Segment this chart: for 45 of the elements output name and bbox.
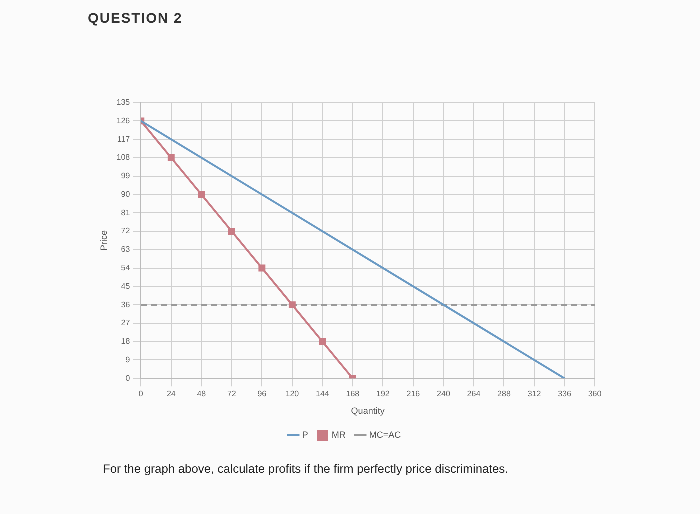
y-tick-label: 126 bbox=[116, 116, 131, 126]
point bbox=[319, 338, 326, 346]
x-tick-label: 312 bbox=[528, 390, 542, 399]
legend-label: P bbox=[302, 430, 308, 440]
y-tick-label: 54 bbox=[121, 263, 131, 272]
x-tick-label: 120 bbox=[286, 390, 300, 399]
x-tick-label: 168 bbox=[346, 390, 360, 399]
y-tick-label: 63 bbox=[121, 245, 131, 254]
chart-title: QUESTION 2 bbox=[88, 10, 183, 26]
x-tick-label: 240 bbox=[437, 390, 451, 399]
x-tick-label: 96 bbox=[258, 390, 268, 399]
x-tick-label: 24 bbox=[166, 390, 176, 399]
y-tick-label: 90 bbox=[121, 190, 131, 199]
y-tick-label: 117 bbox=[117, 134, 131, 144]
x-axis-title: Quantity bbox=[351, 406, 386, 416]
point bbox=[288, 302, 296, 309]
y-tick-label: 27 bbox=[121, 318, 131, 328]
x-tick-label: 288 bbox=[498, 390, 512, 399]
y-tick-label: 135 bbox=[116, 98, 131, 108]
y-tick-label: 9 bbox=[126, 355, 131, 364]
y-tick-label: 0 bbox=[126, 374, 131, 383]
text: For the graph above, calculate profits if the firm perfectly price discriminates. bbox=[103, 462, 509, 476]
x-tick-label: 216 bbox=[406, 390, 421, 399]
y-tick-label: 18 bbox=[121, 337, 131, 346]
x-tick-label: 0 bbox=[138, 390, 144, 399]
x-tick-label: 48 bbox=[197, 390, 207, 399]
y-tick-label: 36 bbox=[121, 300, 131, 310]
x-tick-label: 264 bbox=[467, 390, 482, 399]
point bbox=[168, 154, 175, 162]
point bbox=[228, 228, 236, 235]
x-tick-label: 72 bbox=[227, 390, 237, 399]
y-tick-label: 81 bbox=[121, 208, 131, 218]
point bbox=[198, 191, 206, 198]
x-tick-label: 192 bbox=[376, 390, 390, 399]
y-tick-label: 99 bbox=[121, 172, 131, 181]
y-axis-title: Price bbox=[98, 230, 109, 251]
y-tick-label: 108 bbox=[116, 153, 131, 162]
x-tick-label: 336 bbox=[558, 390, 572, 399]
x-tick-label: 360 bbox=[588, 390, 602, 399]
y-tick-label: 72 bbox=[121, 226, 131, 236]
legend-label: MC=AC bbox=[369, 430, 402, 440]
y-tick-label: 45 bbox=[121, 282, 131, 291]
point bbox=[258, 264, 266, 272]
x-tick-label: 144 bbox=[316, 390, 330, 399]
legend-label: MR bbox=[332, 430, 346, 440]
